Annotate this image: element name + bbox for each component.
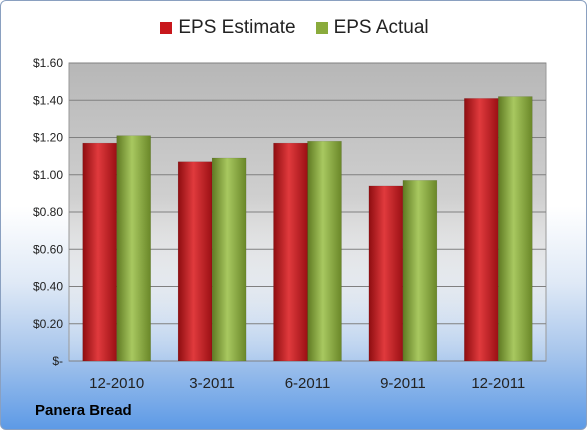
y-tick-label: $1.60 [33,56,63,70]
y-tick-label: $1.40 [33,93,63,107]
bar-eps-estimate [368,185,404,362]
x-tick-label: 12-2011 [471,375,525,392]
y-tick-label: $0.20 [33,317,63,331]
legend-item-estimate: EPS Estimate [160,17,296,39]
bar-eps-estimate [273,142,308,362]
y-tick-label: $1.20 [33,131,63,145]
bar-eps-actual [498,96,533,362]
bar-eps-actual [307,140,342,362]
y-tick-label: $1.00 [33,168,63,182]
y-tick-label: $0.40 [33,280,63,294]
legend-item-actual: EPS Actual [315,17,429,39]
x-tick-label: 12-2010 [89,375,144,392]
company-name: Panera Bread [35,402,132,419]
bar-eps-estimate [177,161,213,362]
y-tick-label: $- [52,354,63,368]
legend-label-actual: EPS Actual [333,17,429,38]
bar-eps-estimate [82,142,117,362]
x-tick-label: 6-2011 [285,375,331,392]
x-tick-label: 3-2011 [189,375,235,392]
legend-swatch-estimate [160,22,173,34]
legend-label-estimate: EPS Estimate [178,17,296,38]
bar-eps-actual [211,157,247,362]
legend: EPS Estimate EPS Actual [1,17,586,39]
legend-swatch-actual [315,22,328,34]
bar-eps-actual [116,135,151,362]
y-tick-label: $0.80 [33,205,63,219]
bar-eps-actual [402,180,438,362]
bar-eps-estimate [464,98,499,362]
x-tick-label: 9-2011 [380,375,426,392]
y-tick-label: $0.60 [33,242,63,256]
